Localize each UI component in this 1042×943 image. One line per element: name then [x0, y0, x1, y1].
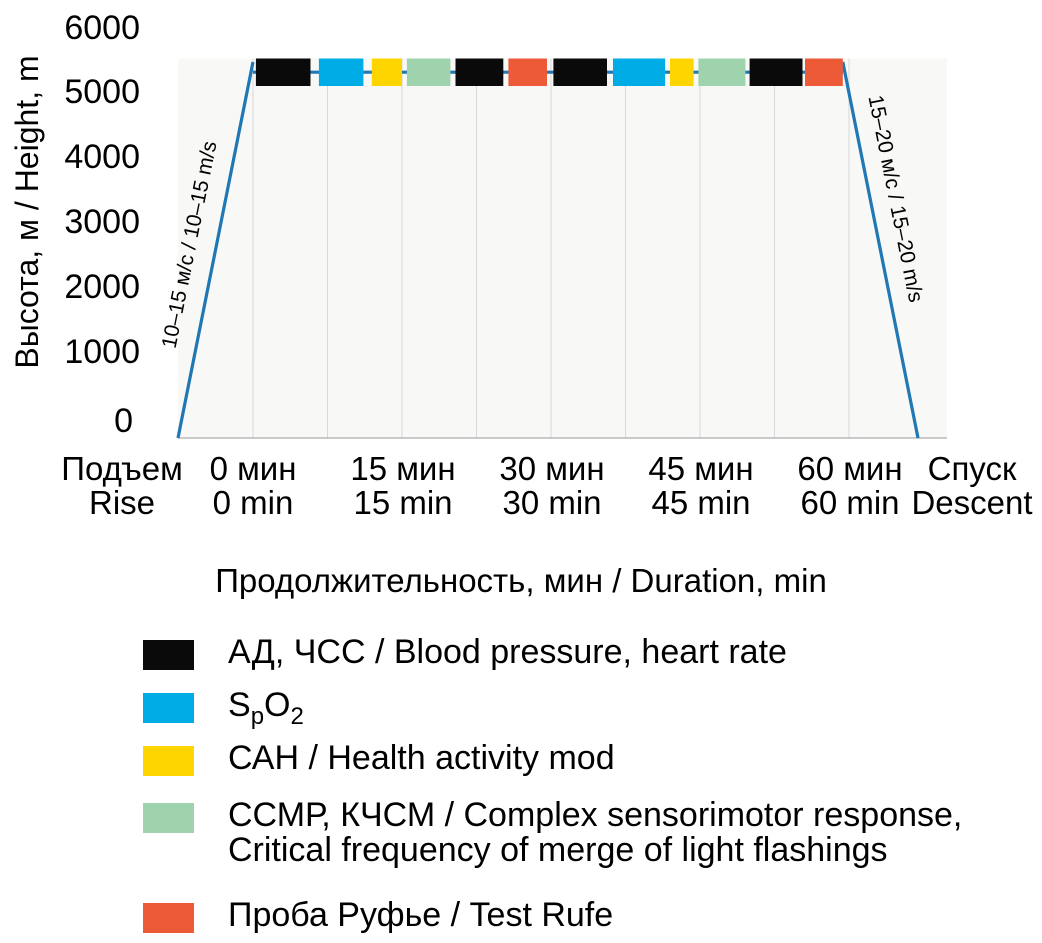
svg-text:60 мин: 60 мин	[797, 450, 902, 487]
svg-text:Проба Руфье / Test Rufe: Проба Руфье / Test Rufe	[228, 896, 613, 934]
svg-text:Высота, м / Height, m: Высота, м / Height, m	[9, 55, 45, 368]
svg-text:ССМР, КЧСМ / Complex sensorimo: ССМР, КЧСМ / Complex sensorimotor respon…	[228, 796, 962, 834]
svg-text:Descent: Descent	[911, 484, 1032, 521]
svg-text:1000: 1000	[64, 333, 140, 371]
svg-text:Подъем: Подъем	[61, 450, 183, 487]
svg-text:15 мин: 15 мин	[350, 450, 455, 487]
svg-text:Rise: Rise	[89, 484, 155, 521]
svg-text:0 min: 0 min	[213, 484, 294, 521]
svg-text:30 min: 30 min	[502, 484, 601, 521]
svg-text:5000: 5000	[64, 73, 140, 111]
svg-text:15 min: 15 min	[353, 484, 452, 521]
svg-text:Спуск: Спуск	[928, 450, 1017, 487]
svg-text:45 мин: 45 мин	[648, 450, 753, 487]
svg-text:4000: 4000	[64, 138, 140, 176]
svg-text:2000: 2000	[64, 268, 140, 306]
svg-text:Critical frequency of merge of: Critical frequency of merge of light fla…	[228, 831, 888, 869]
svg-text:60 min: 60 min	[800, 484, 899, 521]
svg-text:0 мин: 0 мин	[210, 450, 297, 487]
svg-text:САН / Health activity mod: САН / Health activity mod	[228, 739, 615, 777]
svg-text:30 мин: 30 мин	[499, 450, 604, 487]
svg-text:3000: 3000	[64, 203, 140, 241]
svg-text:0: 0	[114, 402, 133, 440]
svg-text:6000: 6000	[64, 9, 140, 47]
svg-text:АД, ЧСС / Blood pressure, hear: АД, ЧСС / Blood pressure, heart rate	[228, 633, 787, 671]
svg-text:SpO2: SpO2	[228, 686, 304, 730]
svg-text:45 min: 45 min	[651, 484, 750, 521]
svg-text:Продолжительность, мин / Durat: Продолжительность, мин / Duration, min	[215, 562, 827, 599]
